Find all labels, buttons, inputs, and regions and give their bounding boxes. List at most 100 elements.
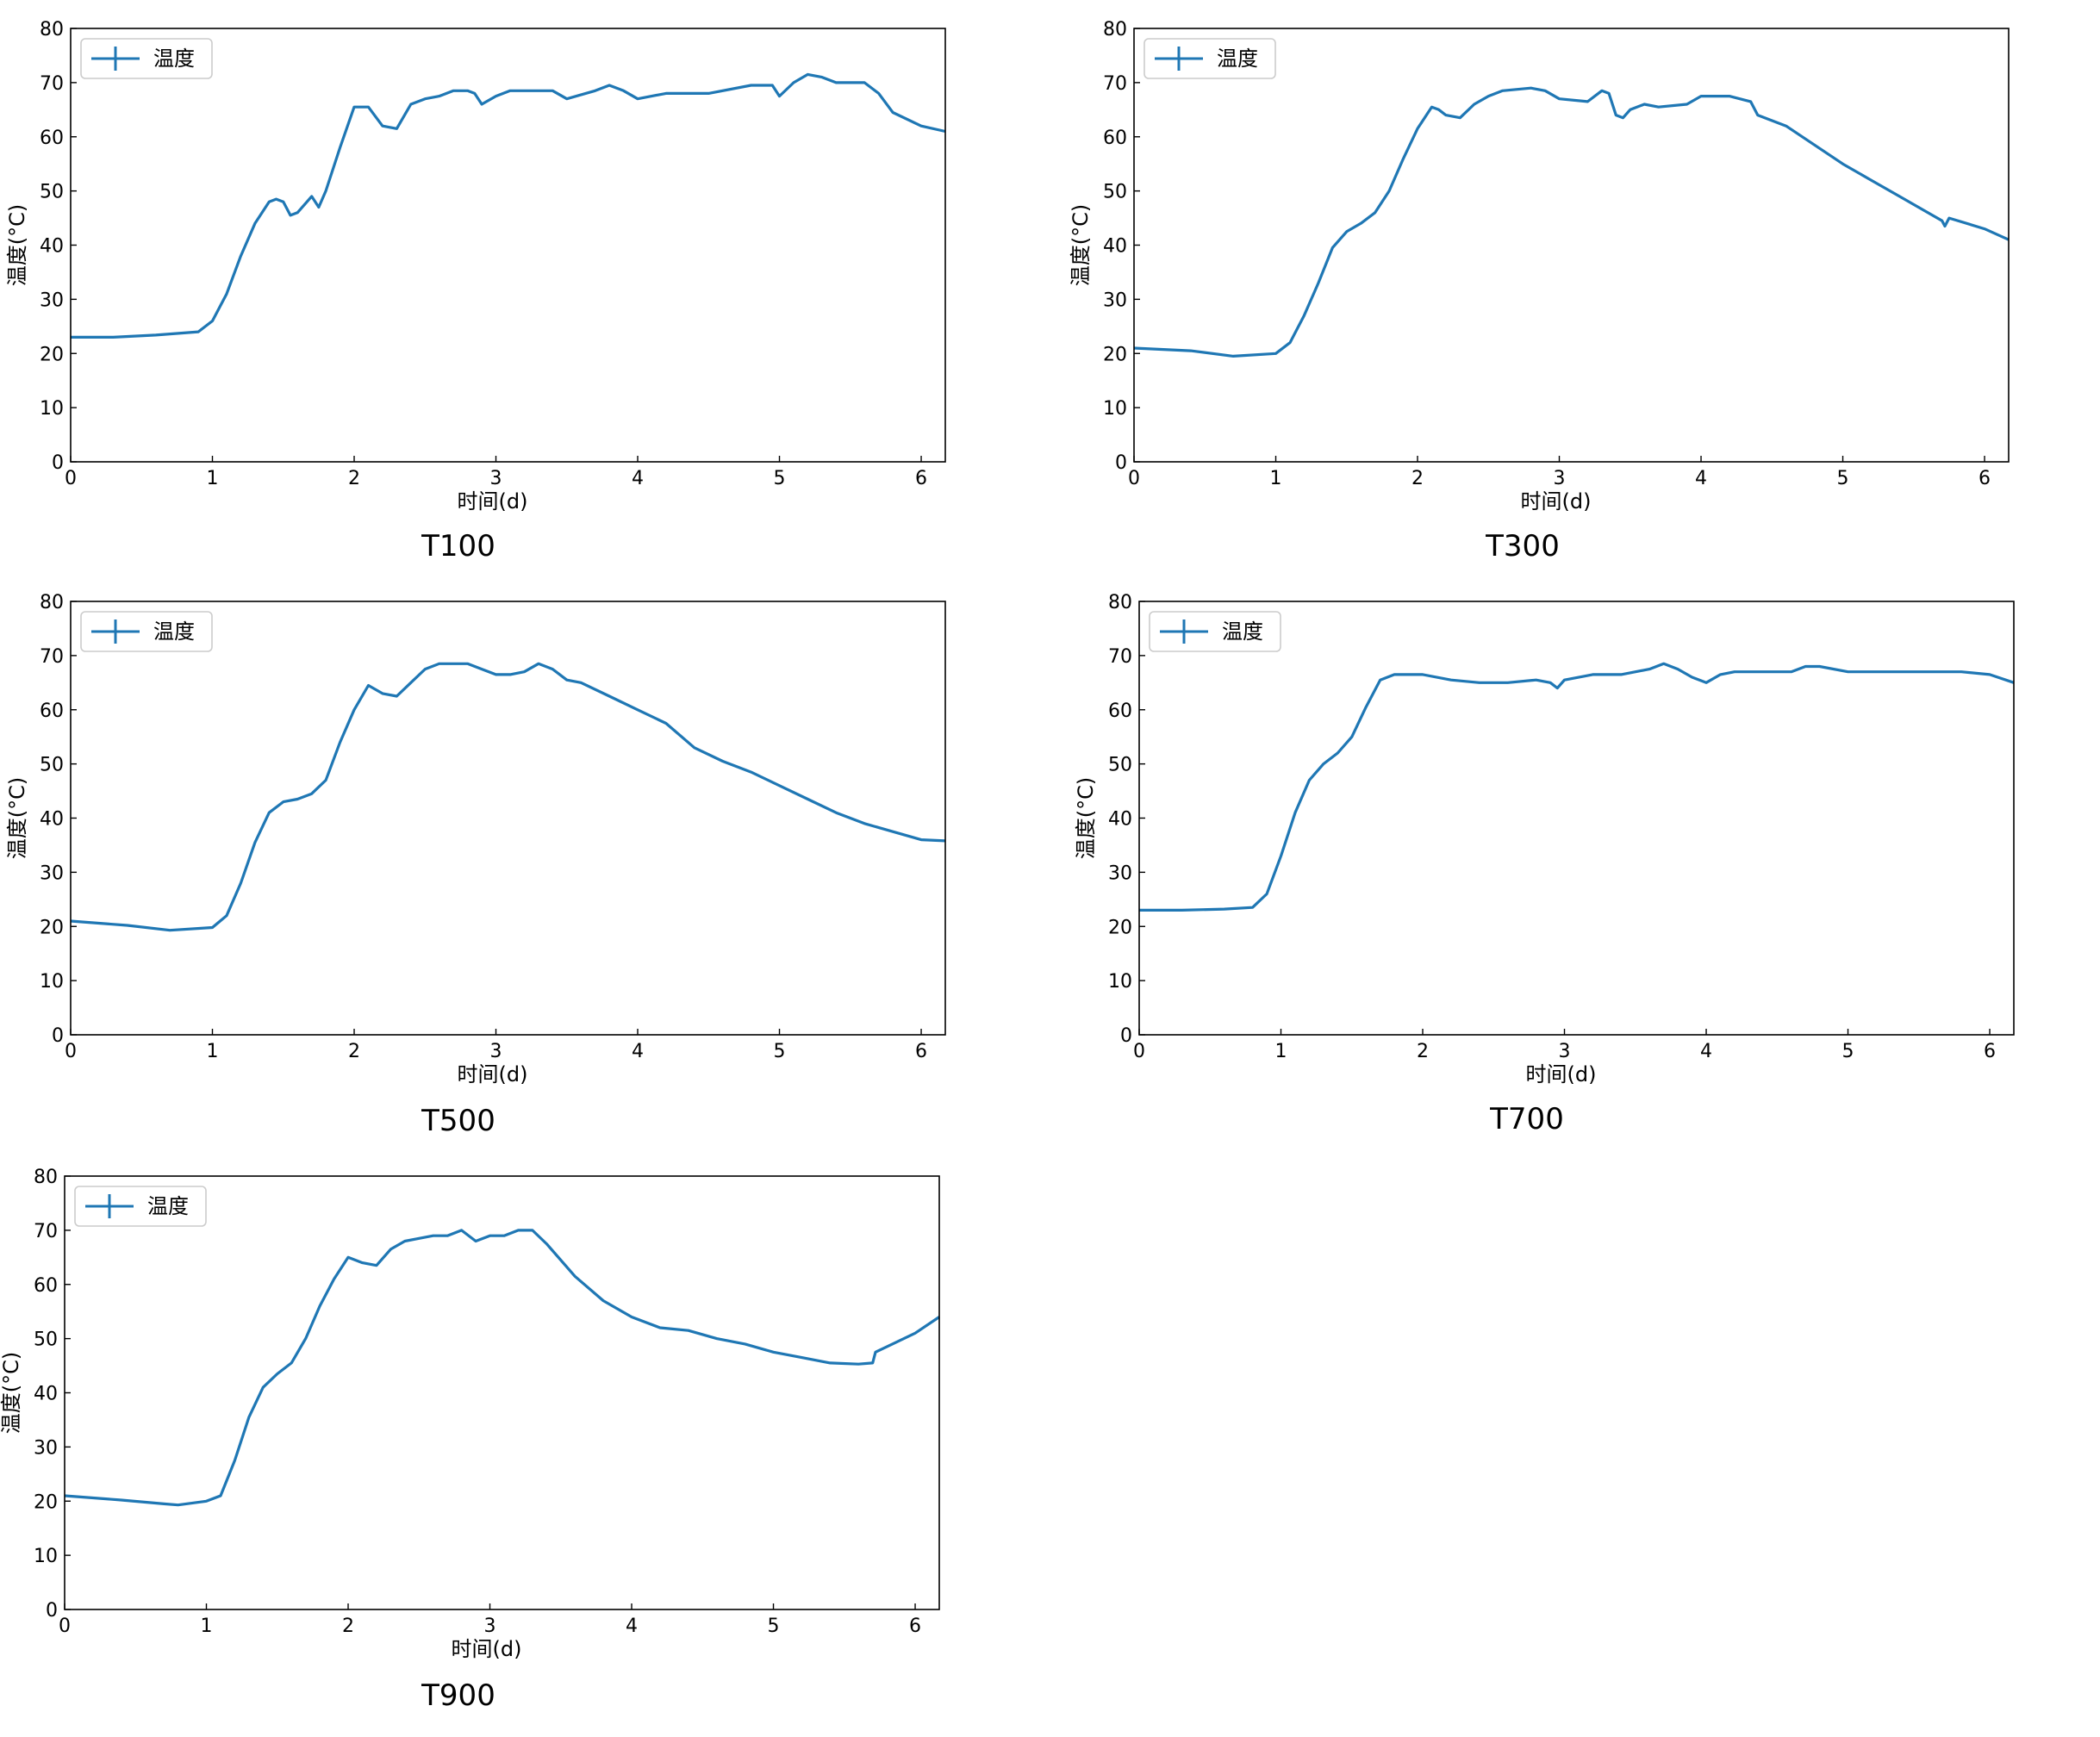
- series-line: [64, 1229, 940, 1507]
- x-tick-label: 5: [1837, 468, 1849, 489]
- x-tick-label: 6: [1984, 1041, 1996, 1062]
- series-line: [70, 662, 946, 932]
- chart-caption-t500: T500: [421, 1104, 495, 1138]
- y-axis-label: 温度(°C): [5, 204, 29, 286]
- y-tick-label: 10: [40, 971, 64, 993]
- x-tick-label: 6: [909, 1616, 921, 1637]
- y-tick-label: 20: [40, 917, 64, 938]
- y-tick-label: 0: [1115, 452, 1127, 474]
- series-line: [71, 72, 946, 339]
- x-tick-label: 0: [1133, 1041, 1145, 1062]
- y-tick-label: 40: [40, 236, 64, 258]
- legend-label: 温度: [147, 1194, 189, 1218]
- y-axis-label: 温度(°C): [1069, 204, 1093, 286]
- x-tick-label: 4: [632, 468, 644, 489]
- y-tick-label: 20: [34, 1491, 58, 1513]
- legend-box: [1143, 38, 1276, 79]
- x-tick-label: 6: [915, 468, 927, 489]
- y-tick-label: 30: [40, 862, 64, 884]
- x-tick-label: 6: [1978, 468, 1991, 489]
- y-tick-label: 10: [1103, 398, 1127, 420]
- y-tick-label: 0: [52, 452, 64, 474]
- chart-t300: 0 10 20 30 40 50 60 70 80 0 1 2 3 4 5 6 时间(d) 温度(°C) 温度: [1069, 19, 2010, 514]
- x-tick-label: 1: [207, 1041, 219, 1062]
- y-tick-label: 70: [1103, 73, 1127, 95]
- x-tick-label: 2: [342, 1616, 354, 1637]
- legend-box: [1149, 611, 1281, 652]
- y-tick-label: 80: [1103, 19, 1127, 40]
- y-tick-label: 30: [1108, 862, 1132, 884]
- x-tick-label: 4: [1700, 1041, 1712, 1062]
- legend-label: 温度: [153, 619, 195, 644]
- chart-t500: 0 10 20 30 40 50 60 70 80 0 1 2 3 4 5 6 时间(d) 温度(°C) 温度: [5, 592, 946, 1086]
- x-tick-label: 0: [65, 468, 77, 489]
- x-tick-label: 5: [1842, 1041, 1854, 1062]
- y-tick-label: 50: [40, 755, 64, 776]
- series-line: [1133, 86, 2010, 358]
- chart-caption-t300: T300: [1485, 529, 1560, 563]
- x-tick-label: 3: [1559, 1041, 1571, 1062]
- y-tick-label: 80: [34, 1167, 58, 1188]
- y-tick-label: 30: [34, 1437, 58, 1459]
- x-tick-label: 3: [484, 1616, 496, 1637]
- x-tick-label: 5: [768, 1616, 780, 1637]
- y-tick-label: 0: [46, 1600, 58, 1622]
- chart-t700: 0 10 20 30 40 50 60 70 80 0 1 2 3 4 5 6 时间(d) 温度(°C) 温度: [1074, 592, 2015, 1086]
- legend-box: [80, 611, 213, 652]
- y-tick-label: 80: [1108, 592, 1132, 613]
- x-tick-label: 1: [1270, 468, 1282, 489]
- legend-box: [80, 38, 213, 79]
- y-axis-label: 温度(°C): [5, 777, 29, 859]
- y-tick-label: 40: [34, 1384, 58, 1405]
- chart-caption-t900: T900: [421, 1678, 495, 1713]
- y-tick-label: 20: [40, 344, 64, 365]
- legend-label: 温度: [153, 47, 195, 71]
- legend-box: [74, 1186, 207, 1227]
- x-tick-label: 0: [59, 1616, 71, 1637]
- y-tick-label: 20: [1108, 917, 1132, 938]
- chart-caption-t100: T100: [421, 529, 495, 563]
- x-tick-label: 1: [1275, 1041, 1287, 1062]
- y-tick-label: 50: [1103, 182, 1127, 203]
- x-tick-label: 3: [490, 468, 502, 489]
- y-tick-label: 60: [1103, 128, 1127, 149]
- x-tick-label: 1: [207, 468, 219, 489]
- y-tick-label: 80: [40, 19, 64, 40]
- y-tick-label: 70: [40, 646, 64, 668]
- y-tick-label: 60: [40, 128, 64, 149]
- y-axis-label: 温度(°C): [1074, 777, 1098, 859]
- y-tick-label: 40: [1108, 809, 1132, 831]
- y-tick-label: 50: [40, 182, 64, 203]
- x-axis-label: 时间(d): [458, 1062, 528, 1086]
- x-tick-label: 5: [774, 1041, 786, 1062]
- y-tick-label: 60: [40, 700, 64, 722]
- x-tick-label: 2: [1411, 468, 1424, 489]
- x-tick-label: 2: [348, 1041, 360, 1062]
- x-tick-label: 5: [774, 468, 786, 489]
- y-tick-label: 10: [34, 1546, 58, 1567]
- y-tick-label: 60: [34, 1275, 58, 1297]
- y-tick-label: 50: [34, 1329, 58, 1351]
- x-tick-label: 1: [201, 1616, 213, 1637]
- y-tick-label: 40: [1103, 236, 1127, 258]
- y-tick-label: 70: [34, 1221, 58, 1242]
- chart-t100: 0 10 20 30 40 50 60 70 80 0 1 2 3 4 5 6 时间(d) 温度(°C) 温度: [5, 19, 946, 514]
- x-tick-label: 4: [626, 1616, 638, 1637]
- x-tick-label: 3: [1554, 468, 1566, 489]
- y-tick-label: 30: [40, 290, 64, 311]
- x-tick-label: 4: [632, 1041, 644, 1062]
- y-tick-label: 40: [40, 809, 64, 831]
- x-tick-label: 6: [915, 1041, 927, 1062]
- y-tick-label: 70: [40, 73, 64, 95]
- legend-label: 温度: [1222, 619, 1263, 644]
- chart-t900: 0 10 20 30 40 50 60 70 80 0 1 2 3 4 5 6 时间(d) 温度(°C) 温度: [0, 1167, 940, 1661]
- x-axis-label: 时间(d): [452, 1637, 522, 1661]
- y-tick-label: 80: [40, 592, 64, 613]
- y-tick-label: 10: [1108, 971, 1132, 993]
- x-tick-label: 0: [1128, 468, 1140, 489]
- x-tick-label: 2: [1417, 1041, 1429, 1062]
- series-line: [1139, 662, 2015, 912]
- x-axis-label: 时间(d): [458, 489, 528, 514]
